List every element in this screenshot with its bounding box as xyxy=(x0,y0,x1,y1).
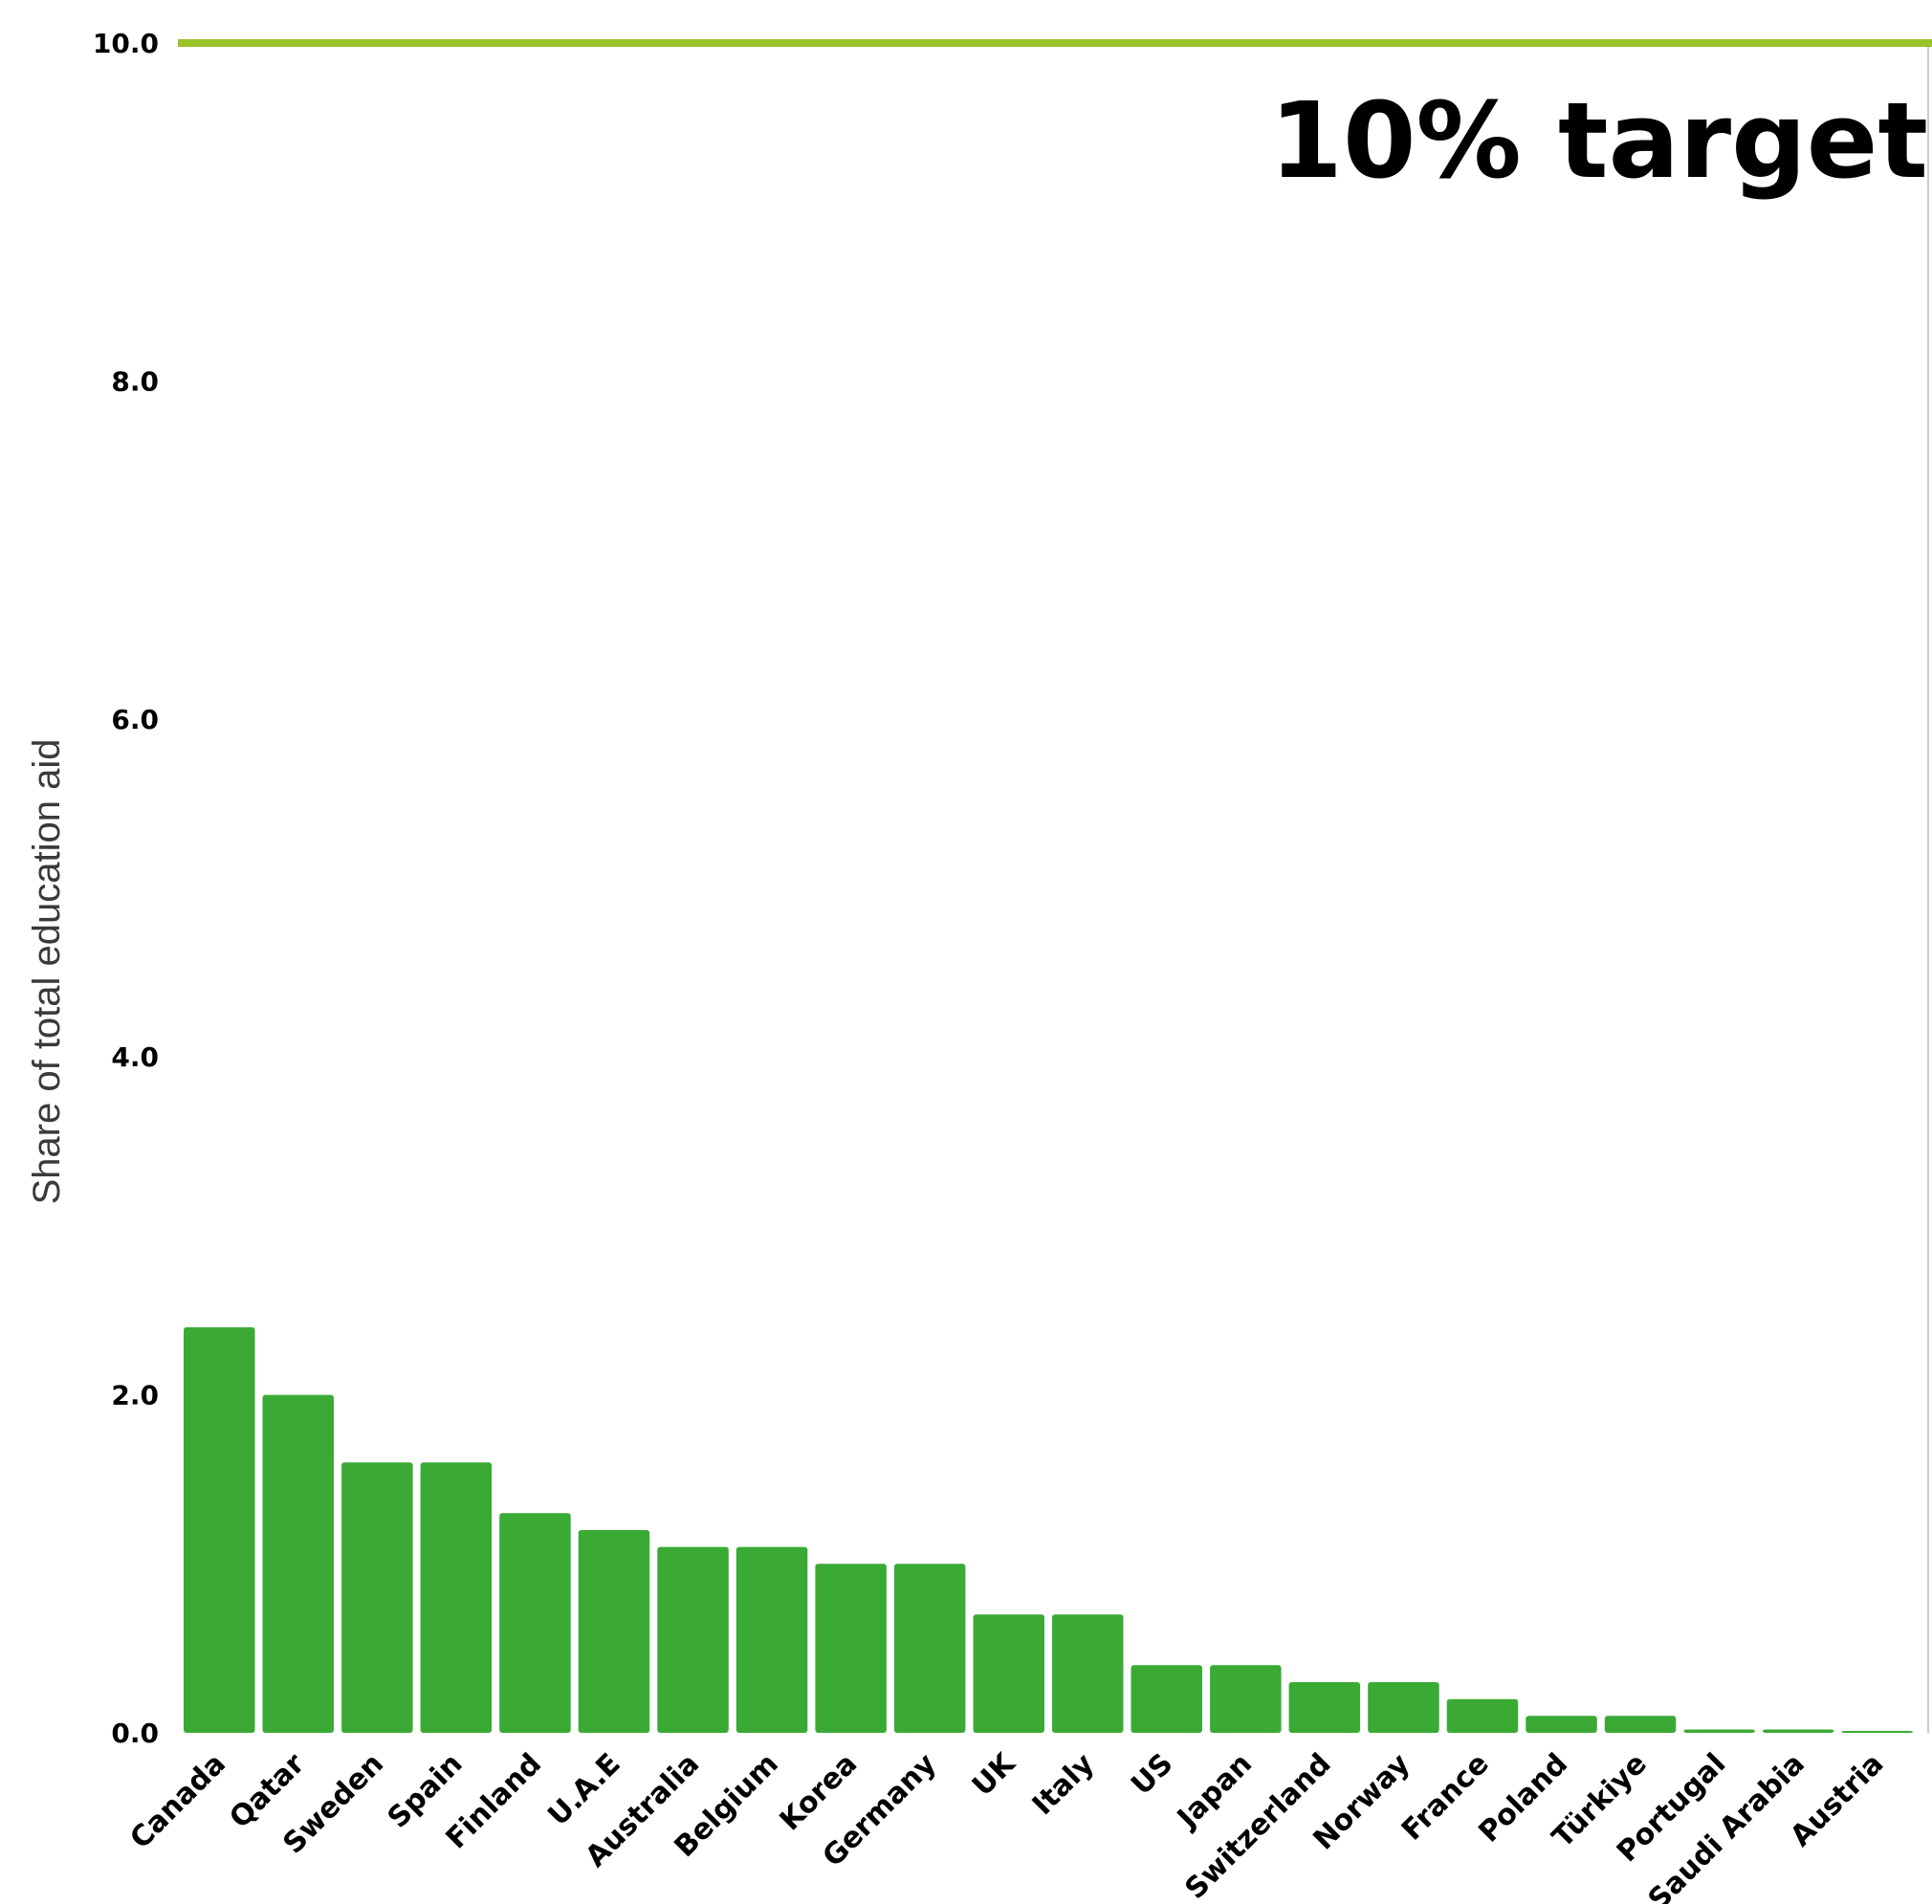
bar xyxy=(1526,1716,1597,1733)
bar xyxy=(815,1564,887,1733)
bar xyxy=(657,1546,729,1733)
bar xyxy=(420,1462,493,1733)
bars xyxy=(184,1326,1913,1733)
bar xyxy=(1446,1698,1519,1733)
bar xyxy=(1052,1614,1124,1733)
bar xyxy=(1210,1665,1282,1733)
y-tick-label: 2.0 xyxy=(111,1380,159,1412)
target-label: 10% target xyxy=(1269,79,1928,202)
x-tick-label: Canada xyxy=(123,1747,232,1856)
y-tick-label: 4.0 xyxy=(111,1041,159,1073)
bar xyxy=(973,1614,1044,1733)
bar xyxy=(262,1394,334,1733)
bar xyxy=(341,1462,413,1733)
bar xyxy=(1683,1729,1755,1733)
bar xyxy=(1131,1665,1202,1733)
bar xyxy=(1368,1682,1439,1733)
y-axis: 0.0 2.0 4.0 6.0 8.0 10.0 xyxy=(93,28,159,1749)
bar xyxy=(1604,1716,1677,1733)
y-axis-title: Share of total education aid xyxy=(26,738,68,1204)
bar xyxy=(1288,1682,1361,1733)
y-tick-label: 8.0 xyxy=(111,365,159,397)
x-tick-label: UK xyxy=(966,1746,1023,1804)
y-tick-label: 10.0 xyxy=(93,28,159,59)
x-tick-label: Italy xyxy=(1026,1747,1102,1823)
y-tick-label: 0.0 xyxy=(111,1718,159,1749)
bar xyxy=(1841,1731,1913,1733)
bar xyxy=(499,1513,571,1733)
x-tick-label: US xyxy=(1125,1747,1179,1802)
y-tick-label: 6.0 xyxy=(111,704,159,735)
bar xyxy=(1762,1729,1834,1733)
bar xyxy=(578,1530,650,1733)
bar xyxy=(735,1546,808,1733)
bar xyxy=(184,1326,255,1733)
x-axis: CanadaQatarSwedenSpainFinlandU.A.EAustra… xyxy=(123,1746,1890,1904)
bar xyxy=(893,1564,966,1733)
